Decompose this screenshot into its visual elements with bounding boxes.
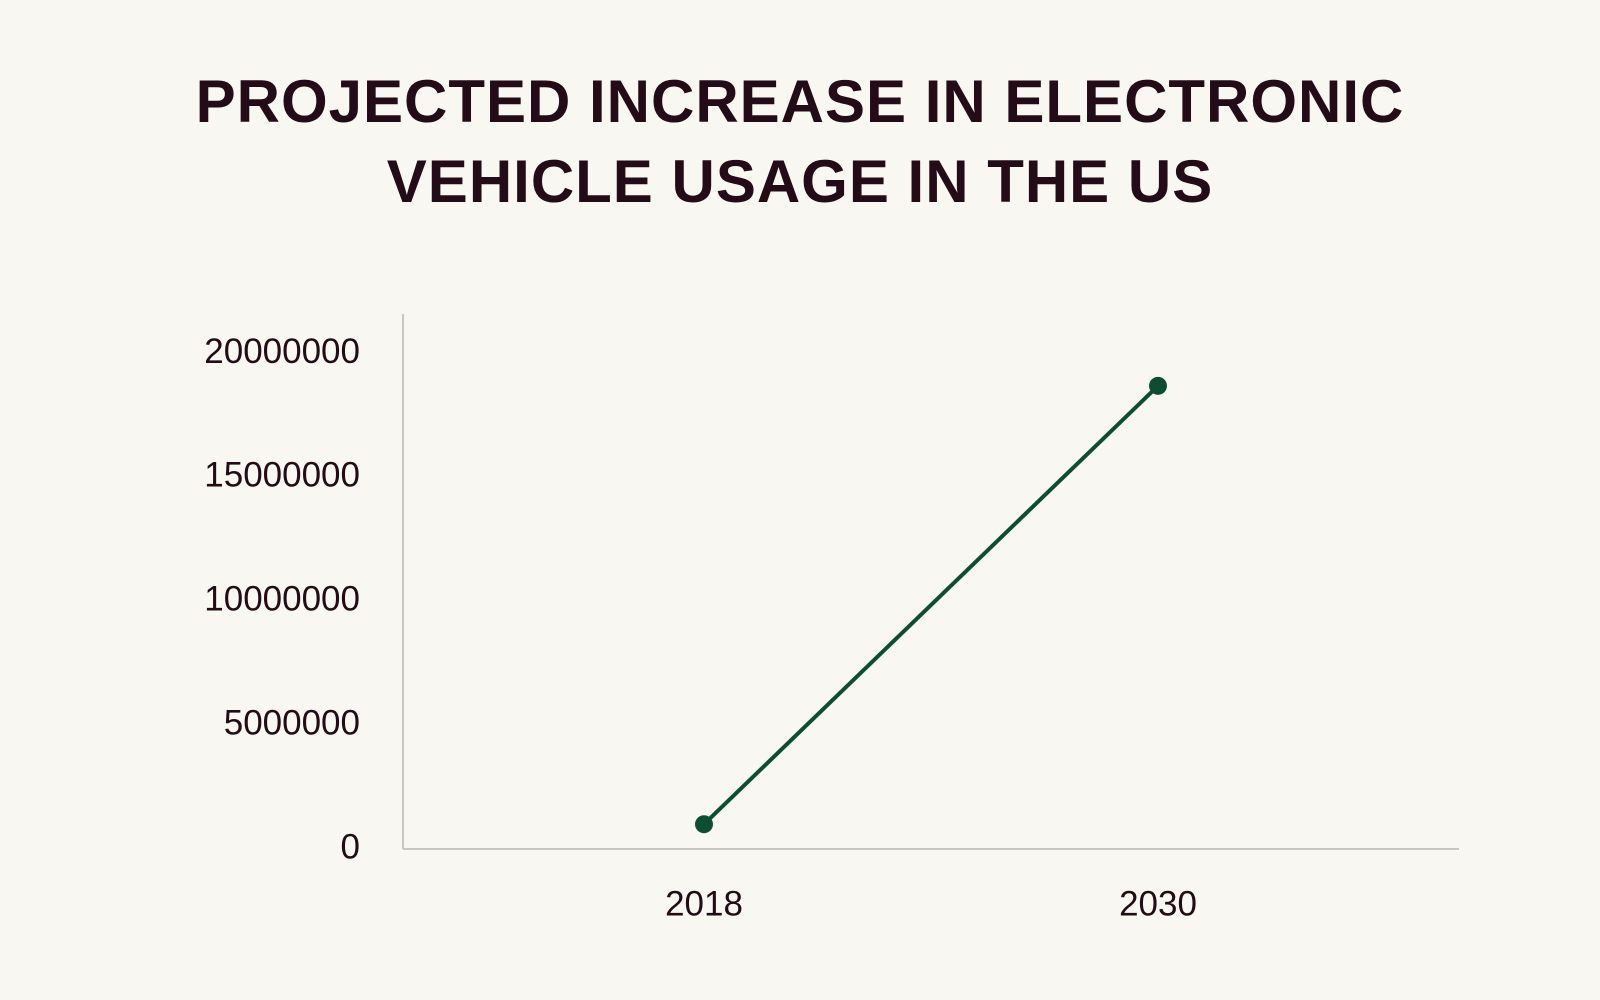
chart-title: PROJECTED INCREASE IN ELECTRONIC VEHICLE… bbox=[195, 68, 1405, 215]
point bbox=[1149, 376, 1167, 395]
x-tick-label: 2018 bbox=[665, 884, 743, 923]
y-tick-label: 10000000 bbox=[204, 580, 360, 619]
y-tick-label: 5000000 bbox=[224, 703, 360, 742]
y-tick-label: 15000000 bbox=[204, 456, 360, 495]
line bbox=[702, 384, 1160, 826]
y-tick-label: 0 bbox=[341, 827, 360, 866]
y-tick-label: 20000000 bbox=[204, 332, 360, 371]
x-tick-label: 2030 bbox=[1119, 884, 1197, 923]
point bbox=[695, 815, 713, 834]
